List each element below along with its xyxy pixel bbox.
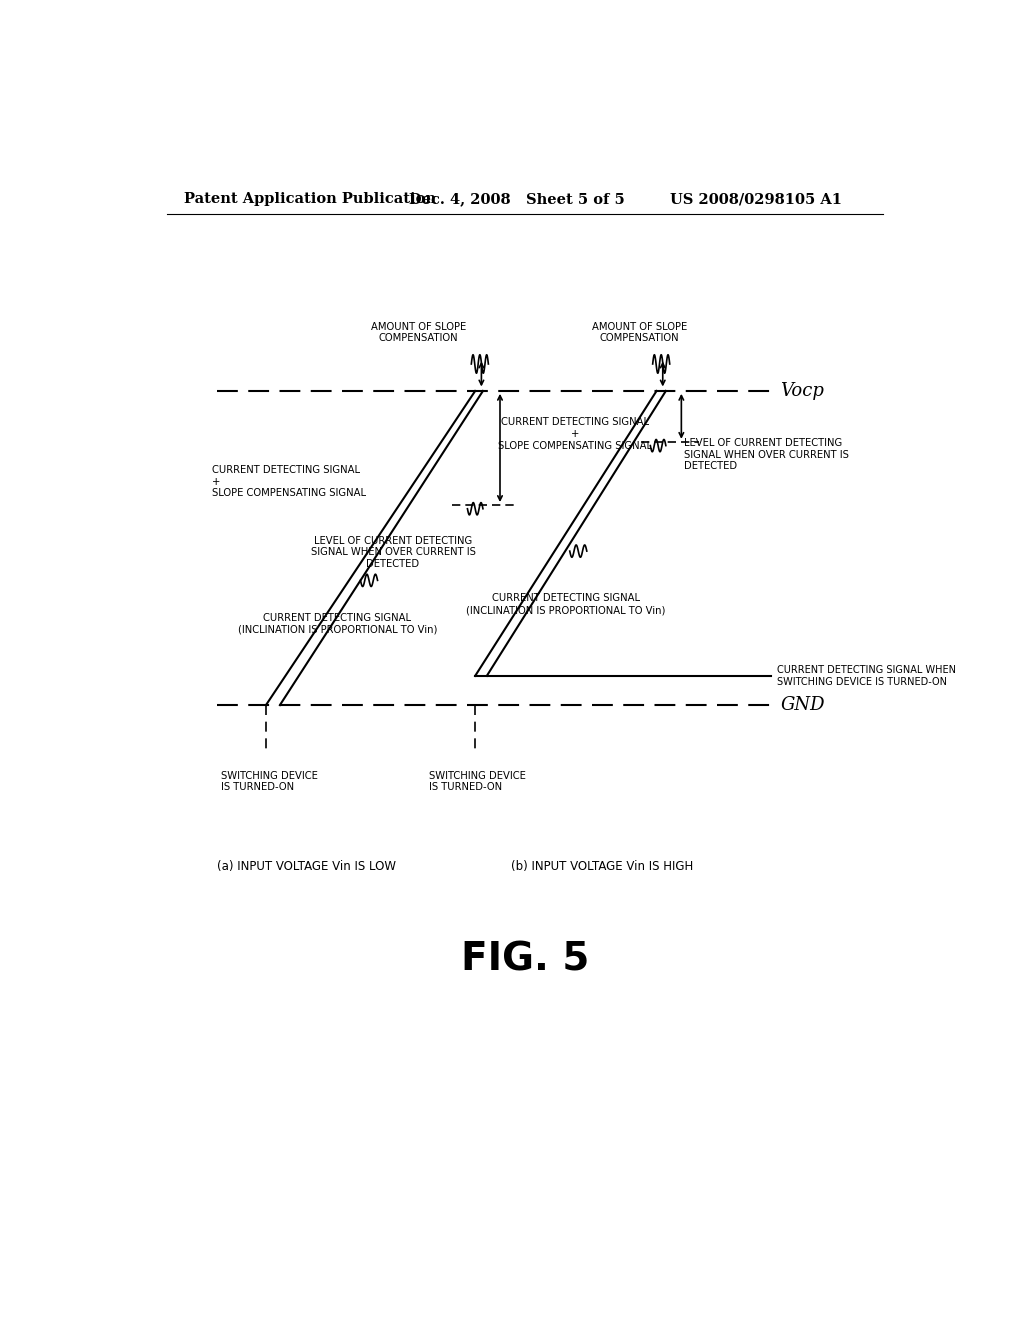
Text: GND: GND [780,696,825,714]
Text: CURRENT DETECTING SIGNAL WHEN
SWITCHING DEVICE IS TURNED-ON: CURRENT DETECTING SIGNAL WHEN SWITCHING … [777,665,956,686]
Text: AMOUNT OF SLOPE
COMPENSATION: AMOUNT OF SLOPE COMPENSATION [371,322,466,343]
Text: Dec. 4, 2008   Sheet 5 of 5: Dec. 4, 2008 Sheet 5 of 5 [409,193,625,206]
Text: SWITCHING DEVICE
IS TURNED-ON: SWITCHING DEVICE IS TURNED-ON [221,771,317,792]
Text: LEVEL OF CURRENT DETECTING
SIGNAL WHEN OVER CURRENT IS
DETECTED: LEVEL OF CURRENT DETECTING SIGNAL WHEN O… [310,536,475,569]
Text: (a) INPUT VOLTAGE Vin IS LOW: (a) INPUT VOLTAGE Vin IS LOW [217,861,395,874]
Text: CURRENT DETECTING SIGNAL
+
SLOPE COMPENSATING SIGNAL: CURRENT DETECTING SIGNAL + SLOPE COMPENS… [499,417,652,450]
Text: AMOUNT OF SLOPE
COMPENSATION: AMOUNT OF SLOPE COMPENSATION [592,322,687,343]
Text: Vocp: Vocp [780,381,824,400]
Text: CURRENT DETECTING SIGNAL
+
SLOPE COMPENSATING SIGNAL: CURRENT DETECTING SIGNAL + SLOPE COMPENS… [212,465,366,499]
Text: US 2008/0298105 A1: US 2008/0298105 A1 [671,193,843,206]
Text: CURRENT DETECTING SIGNAL
(INCLINATION IS PROPORTIONAL TO Vin): CURRENT DETECTING SIGNAL (INCLINATION IS… [238,612,437,635]
Text: (b) INPUT VOLTAGE Vin IS HIGH: (b) INPUT VOLTAGE Vin IS HIGH [511,861,693,874]
Text: CURRENT DETECTING SIGNAL
(INCLINATION IS PROPORTIONAL TO Vin): CURRENT DETECTING SIGNAL (INCLINATION IS… [466,594,666,615]
Text: Patent Application Publication: Patent Application Publication [183,193,436,206]
Text: LEVEL OF CURRENT DETECTING
SIGNAL WHEN OVER CURRENT IS
DETECTED: LEVEL OF CURRENT DETECTING SIGNAL WHEN O… [684,438,849,471]
Text: FIG. 5: FIG. 5 [461,940,589,978]
Text: SWITCHING DEVICE
IS TURNED-ON: SWITCHING DEVICE IS TURNED-ON [429,771,525,792]
